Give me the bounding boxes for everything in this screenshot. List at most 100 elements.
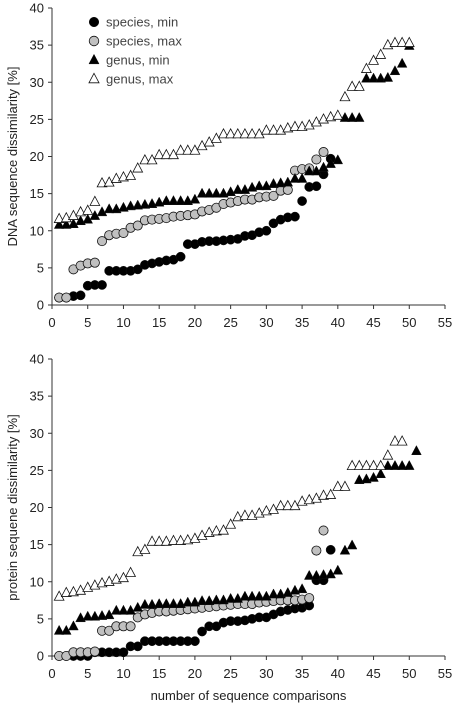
legend: species, min species, max genus, min genus,… [88, 15, 182, 87]
data-point [325, 488, 337, 499]
x-tick-label: 55 [438, 315, 452, 330]
data-point [60, 586, 72, 597]
data-point [268, 190, 279, 201]
data-point [325, 157, 336, 168]
data-point [132, 601, 143, 612]
data-point [268, 124, 280, 135]
x-tick-label: 5 [84, 666, 91, 681]
series-species-max [54, 525, 329, 662]
data-point [375, 459, 387, 470]
y-tick-label: 15 [30, 537, 44, 552]
legend-label: species, min [106, 15, 178, 30]
x-tick-label: 45 [366, 315, 380, 330]
data-point [396, 57, 408, 68]
legend-marker [88, 53, 100, 65]
data-point [360, 62, 372, 73]
legend-marker [88, 72, 100, 84]
x-tick-label: 55 [438, 666, 452, 681]
data-point [368, 72, 379, 83]
data-point [303, 119, 315, 130]
data-point [89, 209, 101, 220]
data-point [210, 524, 222, 536]
data-point [318, 569, 329, 579]
data-point [190, 636, 200, 647]
data-point [111, 203, 122, 214]
data-point [310, 492, 322, 503]
data-point [218, 594, 229, 605]
data-point [211, 187, 222, 198]
data-point [168, 598, 179, 608]
y-tick-label: 30 [30, 426, 44, 441]
data-point [175, 144, 187, 155]
y-tick-label: 10 [30, 574, 44, 589]
data-point [160, 148, 172, 160]
data-point [68, 620, 79, 631]
data-point [339, 90, 351, 102]
x-tick-label: 20 [188, 315, 202, 330]
data-point [125, 621, 136, 632]
data-point [175, 598, 186, 608]
y-tick-label: 25 [30, 463, 44, 478]
data-point [246, 127, 258, 139]
data-point [118, 604, 129, 615]
data-point [354, 111, 365, 122]
data-point [104, 625, 115, 636]
data-point [153, 535, 165, 546]
data-point [125, 200, 136, 211]
data-point [161, 195, 172, 205]
data-point [311, 545, 322, 556]
data-point [89, 646, 100, 657]
data-point [403, 36, 415, 47]
x-axis-title: number of sequence comparisons [151, 688, 347, 703]
data-point [404, 459, 415, 470]
data-point [260, 124, 272, 135]
x-tick-label: 35 [295, 666, 309, 681]
y-tick-label: 5 [37, 260, 44, 275]
data-point [132, 264, 143, 275]
data-point [68, 218, 79, 228]
data-point [96, 176, 108, 188]
x-tick-label: 25 [223, 666, 237, 681]
series-genus-min [53, 39, 415, 229]
data-point [325, 568, 336, 579]
data-point [311, 181, 322, 192]
x-tick-label: 0 [48, 315, 55, 330]
data-point [175, 251, 186, 262]
x-tick-label: 45 [366, 666, 380, 681]
x-tick-label: 5 [84, 315, 91, 330]
data-point [89, 610, 101, 621]
legend-marker [88, 35, 100, 47]
x-tick-label: 35 [295, 315, 309, 330]
x-tick-label: 50 [402, 666, 416, 681]
data-point [203, 595, 215, 605]
data-point [368, 54, 380, 65]
data-point [189, 532, 201, 543]
data-point [246, 181, 258, 192]
data-point [368, 471, 379, 482]
y-tick-label: 20 [30, 500, 44, 515]
data-point [318, 161, 329, 172]
y-tick-label: 40 [30, 1, 44, 16]
data-point [296, 583, 308, 594]
data-point [382, 449, 394, 460]
data-point [218, 187, 229, 198]
x-tick-label: 40 [331, 666, 345, 681]
data-point [161, 598, 172, 608]
data-point [332, 109, 344, 120]
data-point [239, 509, 251, 520]
data-point [53, 624, 65, 635]
data-point [125, 169, 137, 180]
data-point [368, 459, 380, 470]
data-point [304, 593, 315, 604]
data-point [82, 204, 94, 215]
y-tick-label: 5 [37, 611, 44, 626]
data-point [232, 127, 244, 139]
data-point [311, 154, 322, 165]
data-point [311, 569, 322, 580]
data-point [75, 612, 86, 623]
data-point [203, 187, 215, 198]
data-point [146, 598, 158, 609]
data-point [196, 595, 208, 605]
data-point [111, 604, 122, 615]
